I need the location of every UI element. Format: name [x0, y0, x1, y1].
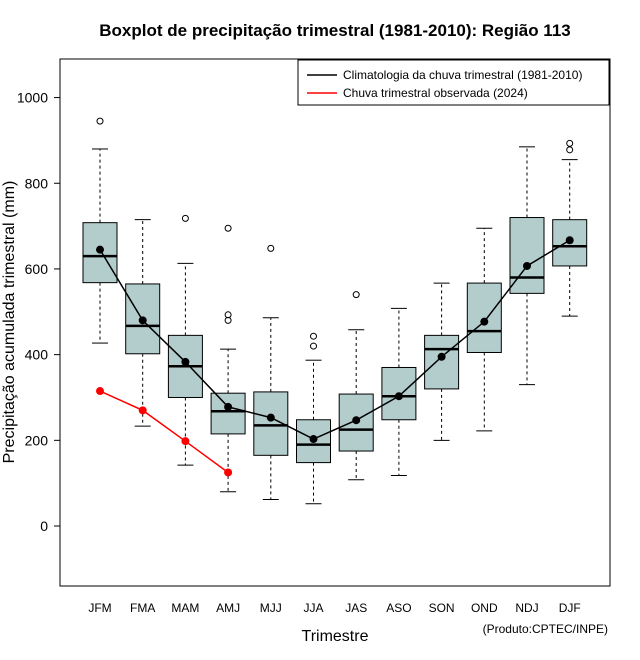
series-point — [181, 437, 190, 446]
series-climatology — [96, 236, 574, 444]
y-tick-label: 400 — [25, 347, 49, 363]
y-tick-label: 600 — [25, 261, 49, 277]
outlier-point — [181, 214, 189, 222]
series-point — [96, 245, 104, 254]
series-point — [181, 357, 190, 366]
y-tick-label: 1000 — [17, 90, 48, 106]
outlier-point — [566, 146, 574, 154]
series-point — [523, 261, 531, 270]
y-tick-label: 200 — [25, 432, 49, 448]
outlier-point — [310, 342, 317, 350]
y-tick-label: 800 — [25, 175, 49, 191]
legend-box — [297, 59, 610, 106]
x-tick-label: FMA — [130, 601, 155, 615]
y-tick-label: 0 — [40, 518, 48, 534]
series-point — [394, 392, 403, 401]
box-jas — [338, 291, 374, 481]
outlier-point — [224, 224, 232, 232]
series-point — [138, 406, 147, 415]
boxplot-boxes — [82, 117, 588, 505]
series-point — [437, 352, 446, 361]
box-jfm — [82, 117, 118, 344]
series-line — [99, 390, 229, 474]
x-axis: JFM FMA MAM AMJ MJJ JJA JAS ASO SON OND NDJ DJF — [88, 601, 580, 615]
credit-label: (Produto:CPTEC/INPE) — [483, 622, 608, 636]
x-tick-label: OND — [471, 601, 498, 615]
outlier-point — [224, 311, 232, 319]
series-point — [96, 387, 104, 396]
box-amj — [210, 224, 246, 493]
chart-title: Boxplot de precipitação trimestral (1981… — [99, 21, 570, 40]
plot-frame — [59, 58, 611, 587]
box-son — [424, 282, 460, 441]
box-aso — [381, 307, 417, 476]
box-mam — [167, 214, 203, 466]
x-tick-label: SON — [429, 601, 455, 615]
legend-label-climatology: Climatologia da chuva trimestral (1981-2… — [343, 68, 582, 82]
series-point — [352, 416, 361, 425]
x-tick-label: ASO — [386, 601, 411, 615]
outlier-point — [267, 244, 275, 252]
series-point — [565, 236, 574, 245]
outlier-point — [310, 332, 317, 340]
outlier-point — [352, 291, 360, 299]
x-tick-label: MAM — [171, 601, 199, 615]
series-point — [266, 413, 275, 422]
x-tick-label: MJJ — [260, 601, 282, 615]
iqr-box — [424, 334, 460, 390]
box-djf — [552, 139, 588, 317]
series-observed — [96, 387, 233, 477]
series-point — [224, 402, 233, 411]
legend: Climatologia da chuva trimestral (1981-2… — [297, 59, 610, 106]
series-line — [99, 239, 571, 440]
box-ond — [466, 227, 502, 432]
series-point — [480, 317, 489, 326]
outlier-point — [566, 139, 574, 147]
x-tick-label: JAS — [345, 601, 367, 615]
outlier-point — [96, 117, 104, 125]
y-axis: 0 200 400 600 800 1000 — [17, 90, 60, 534]
y-axis-label: Precipitação acumulada trimestral (mm) — [1, 181, 18, 464]
series-point — [224, 468, 233, 477]
x-tick-label: JFM — [88, 601, 111, 615]
x-tick-label: JJA — [303, 601, 323, 615]
box-mjj — [253, 244, 289, 500]
x-tick-label: NDJ — [515, 601, 538, 615]
series-point — [309, 435, 318, 444]
legend-label-observed: Chuva trimestral observada (2024) — [343, 86, 528, 100]
series-point — [138, 316, 147, 325]
iqr-box — [210, 392, 246, 435]
series-lines — [96, 236, 574, 477]
box-ndj — [509, 146, 545, 386]
x-axis-label: Trimestre — [302, 628, 369, 645]
x-tick-label: AMJ — [216, 601, 240, 615]
x-tick-label: DJF — [559, 601, 581, 615]
box-jja — [296, 332, 331, 505]
